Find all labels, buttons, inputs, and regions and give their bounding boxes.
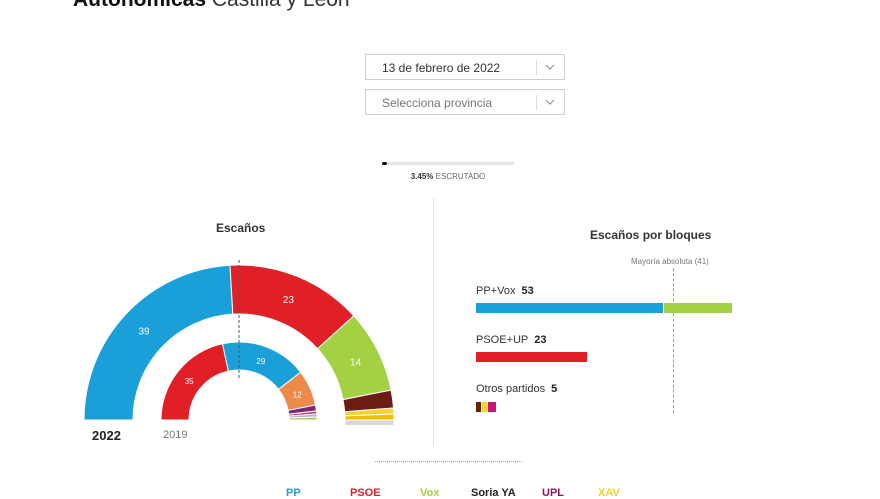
blocs-title: Escaños por bloques [590, 228, 712, 242]
hemicycle-seat-label: 35 [185, 377, 194, 386]
hemicycle-seat-label: 14 [350, 357, 362, 368]
bloc-segment[interactable] [476, 352, 587, 362]
bloc-bar-otros [476, 402, 496, 412]
progress-bar [382, 162, 514, 165]
legend-item-vox: Vox [420, 487, 440, 499]
select-separator [536, 95, 537, 110]
section-divider [433, 198, 434, 446]
hemicycle-seat-label: 12 [293, 391, 302, 400]
year-current: 2022 [92, 428, 121, 443]
bloc-name: PP+Vox [476, 285, 516, 297]
hemicycle-slice-2019-vox[interactable] [288, 416, 318, 421]
bloc-name: PSOE+UP [476, 334, 529, 346]
bloc-segment[interactable] [664, 303, 732, 313]
hemicycle-chart: 39 23 14 35 29 12 [83, 260, 395, 425]
province-select[interactable]: Selecciona provincia [365, 89, 565, 115]
bloc-label-ppvox: PP+Vox 53 [476, 285, 534, 297]
bloc-label-otros: Otros partidos 5 [476, 383, 557, 395]
year-previous: 2019 [163, 429, 188, 441]
page-title-bold: Autonómicas [73, 0, 206, 11]
seats-title: Escaños [216, 221, 266, 235]
hemicycle-seat-label: 39 [139, 326, 151, 337]
page-title: Autonómicas Castilla y León [73, 0, 350, 12]
page-title-region: Castilla y León [212, 0, 350, 11]
hemicycle-slice-2022-pp[interactable] [83, 264, 234, 421]
select-separator [536, 60, 537, 75]
footer-divider [375, 461, 522, 462]
bloc-bar-psoeup [476, 352, 587, 362]
hemicycle-slice-2019-psoe[interactable] [160, 343, 230, 421]
province-select-placeholder: Selecciona provincia [382, 96, 493, 110]
legend-item-soria-ya: Soria YA [471, 487, 516, 499]
legend-item-pp: PP [286, 487, 301, 499]
progress-label: 3.45% ESCRUTADO [382, 172, 514, 181]
bloc-segment[interactable] [476, 303, 664, 313]
legend-item-psoe: PSOE [350, 487, 381, 499]
bloc-seats: 5 [551, 383, 558, 395]
legend-item-xav: XAV [598, 487, 620, 499]
bloc-name: Otros partidos [476, 383, 546, 395]
chevron-down-icon[interactable] [542, 58, 558, 76]
hemicycle-slice-2022-pendiente[interactable] [344, 419, 395, 425]
date-select[interactable]: 13 de febrero de 2022 [365, 54, 565, 80]
progress-percent: 3.45% [410, 172, 434, 181]
majority-label: Mayoría absoluta (41) [631, 257, 709, 266]
majority-line [673, 268, 674, 413]
bloc-seats: 53 [521, 285, 534, 297]
progress-fill [382, 162, 387, 165]
progress-caption: ESCRUTADO [435, 172, 486, 181]
date-select-value: 13 de febrero de 2022 [382, 61, 501, 75]
bloc-segment[interactable] [482, 402, 487, 412]
hemicycle-seat-label: 23 [283, 295, 295, 306]
legend-item-upl: UPL [542, 487, 564, 499]
bloc-segment[interactable] [488, 402, 496, 412]
chevron-down-icon[interactable] [542, 93, 558, 111]
bloc-bar-ppvox [476, 303, 732, 313]
bloc-seats: 23 [534, 334, 547, 346]
hemicycle-seat-label: 29 [256, 357, 265, 366]
bloc-segment[interactable] [476, 402, 481, 412]
bloc-label-psoeup: PSOE+UP 23 [476, 334, 547, 346]
